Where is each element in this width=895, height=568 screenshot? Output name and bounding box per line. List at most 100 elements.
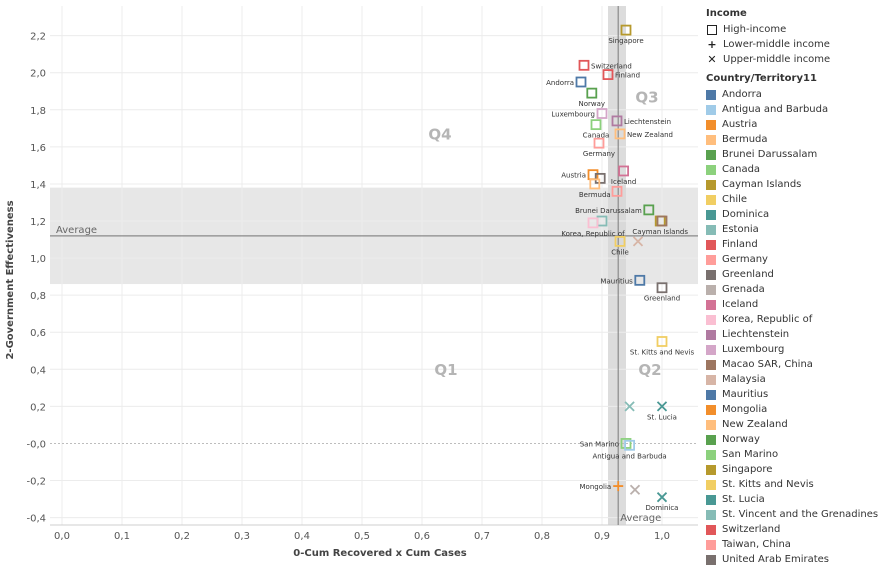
point-united-arab-emirates — [594, 172, 606, 184]
legend-item-country[interactable]: Switzerland — [706, 522, 895, 537]
legend-item-country[interactable]: St. Kitts and Nevis — [706, 477, 895, 492]
legend-item-country[interactable]: Chile — [706, 192, 895, 207]
point-chile — [614, 236, 626, 247]
y-tick-label: 1,0 — [30, 254, 46, 265]
legend-item-country[interactable]: Liechtenstein — [706, 327, 895, 342]
legend-item-label: Grenada — [722, 284, 765, 295]
point-label: St. Lucia — [647, 413, 677, 421]
legend-item-country[interactable]: Mongolia — [706, 402, 895, 417]
legend-item-country[interactable]: Luxembourg — [706, 342, 895, 357]
color-swatch — [706, 419, 716, 430]
legend-item-country[interactable]: St. Vincent and the Grenadines — [706, 507, 895, 522]
legend-item-label: St. Lucia — [722, 494, 765, 505]
legend-item-label: United Arab Emirates — [722, 554, 830, 565]
legend-item-label: Canada — [722, 164, 761, 175]
point-liechtenstein — [611, 115, 623, 127]
point-label: Iceland — [611, 178, 636, 186]
point-mauritius — [634, 274, 646, 286]
color-swatch — [706, 389, 716, 400]
point-finland — [602, 69, 614, 80]
point-st-lucia — [656, 401, 668, 412]
color-swatch — [706, 164, 716, 175]
legend-item-country[interactable]: Macao SAR, China — [706, 357, 895, 372]
average-lines: Average Average — [50, 6, 698, 525]
legend-item-label: Norway — [722, 434, 760, 445]
legend-item-country[interactable]: Grenada — [706, 282, 895, 297]
quadrant-label: Q4 — [428, 125, 451, 143]
legend-item-country[interactable]: Estonia — [706, 222, 895, 237]
point-labels: Singapore Switzerland Finland Andorra Norway… — [546, 37, 694, 512]
legend-title-income: Income — [706, 8, 747, 19]
point-luxembourg — [596, 108, 608, 119]
color-swatch — [706, 134, 716, 145]
point-iceland — [618, 165, 629, 177]
quadrant-label: Q3 — [635, 88, 658, 106]
point-label: Canada — [583, 132, 610, 140]
legend-item-country[interactable]: Taiwan, China — [706, 537, 895, 552]
legend-item-country[interactable]: United Arab Emirates — [706, 552, 895, 567]
point-canada — [590, 119, 602, 131]
color-swatch — [706, 224, 716, 235]
legend-item-country[interactable]: Korea, Republic of — [706, 312, 895, 327]
point-label: Finland — [615, 72, 640, 80]
point-label: Chile — [611, 248, 629, 256]
point-label: St. Kitts and Nevis — [630, 348, 695, 356]
data-points — [575, 24, 668, 503]
legend-item-country[interactable]: Canada — [706, 162, 895, 177]
color-swatch — [706, 359, 716, 370]
legend-item-country[interactable]: Greenland — [706, 267, 895, 282]
x-average-band — [608, 6, 626, 525]
legend-item-country[interactable]: San Marino — [706, 447, 895, 462]
legend-item-country[interactable]: Iceland — [706, 297, 895, 312]
legend-item-label: Chile — [722, 194, 748, 205]
point-label: Dominica — [646, 504, 679, 512]
quadrant-labels: Q4 Q3 Q1 Q2 — [428, 88, 661, 378]
cross-marker-icon: ✕ — [707, 52, 717, 66]
legend-item-country[interactable]: Germany — [706, 252, 895, 267]
point-label: Andorra — [546, 79, 574, 87]
x-tick-label: 0,8 — [534, 531, 550, 542]
legend-item-country[interactable]: Singapore — [706, 462, 895, 477]
point-greenland — [656, 282, 668, 294]
legend-item-square[interactable]: High-income — [706, 22, 895, 37]
legend-item-country[interactable]: Austria — [706, 117, 895, 132]
point-label: Germany — [583, 150, 615, 158]
y-tick-label: -0,2 — [26, 477, 46, 488]
scatter-chart: 0,0 0,1 0,2 0,3 0,4 0,5 0,6 0,7 0,8 0,9 1,0 -0,4 -0,… — [5, 6, 698, 559]
legend-item-cross[interactable]: ✕ Upper-middle income — [706, 52, 895, 67]
legend-item-country[interactable]: New Zealand — [706, 417, 895, 432]
point-st-vincent-and-the-grenadines — [624, 401, 635, 412]
color-swatch — [706, 314, 716, 325]
legend-item-country[interactable]: Andorra — [706, 87, 895, 102]
point-label: Luxembourg — [551, 111, 595, 119]
y-tick-label: 0,6 — [30, 328, 46, 339]
color-swatch — [706, 179, 716, 190]
x-tick-label: 1,0 — [654, 531, 670, 542]
legend-item-country[interactable]: Brunei Darussalam — [706, 147, 895, 162]
y-tick-label: -0,4 — [26, 514, 46, 525]
legend-item-country[interactable]: Mauritius — [706, 387, 895, 402]
legend-item-country[interactable]: St. Lucia — [706, 492, 895, 507]
legend: Income High-income + Lower-middle income ✕ U… — [706, 8, 895, 567]
legend-item-label: Luxembourg — [722, 344, 785, 355]
y-tick-label: 0,8 — [30, 291, 46, 302]
color-swatch — [706, 284, 716, 295]
legend-item-plus[interactable]: + Lower-middle income — [706, 37, 895, 52]
y-average-label: Average — [56, 225, 97, 236]
legend-item-label: New Zealand — [722, 419, 788, 430]
legend-item-country[interactable]: Norway — [706, 432, 895, 447]
legend-item-country[interactable]: Dominica — [706, 207, 895, 222]
legend-item-country[interactable]: Bermuda — [706, 132, 895, 147]
point-bermuda — [589, 178, 601, 190]
color-swatch — [706, 329, 716, 340]
legend-item-country[interactable]: Finland — [706, 237, 895, 252]
point-label: Norway — [579, 100, 606, 108]
legend-item-country[interactable]: Antigua and Barbuda — [706, 102, 895, 117]
color-swatch — [706, 239, 716, 250]
color-swatch — [706, 554, 716, 565]
color-swatch — [706, 479, 716, 490]
point-label: Bermuda — [579, 191, 611, 199]
legend-item-country[interactable]: Malaysia — [706, 372, 895, 387]
color-swatch — [706, 374, 716, 385]
legend-item-country[interactable]: Cayman Islands — [706, 177, 895, 192]
